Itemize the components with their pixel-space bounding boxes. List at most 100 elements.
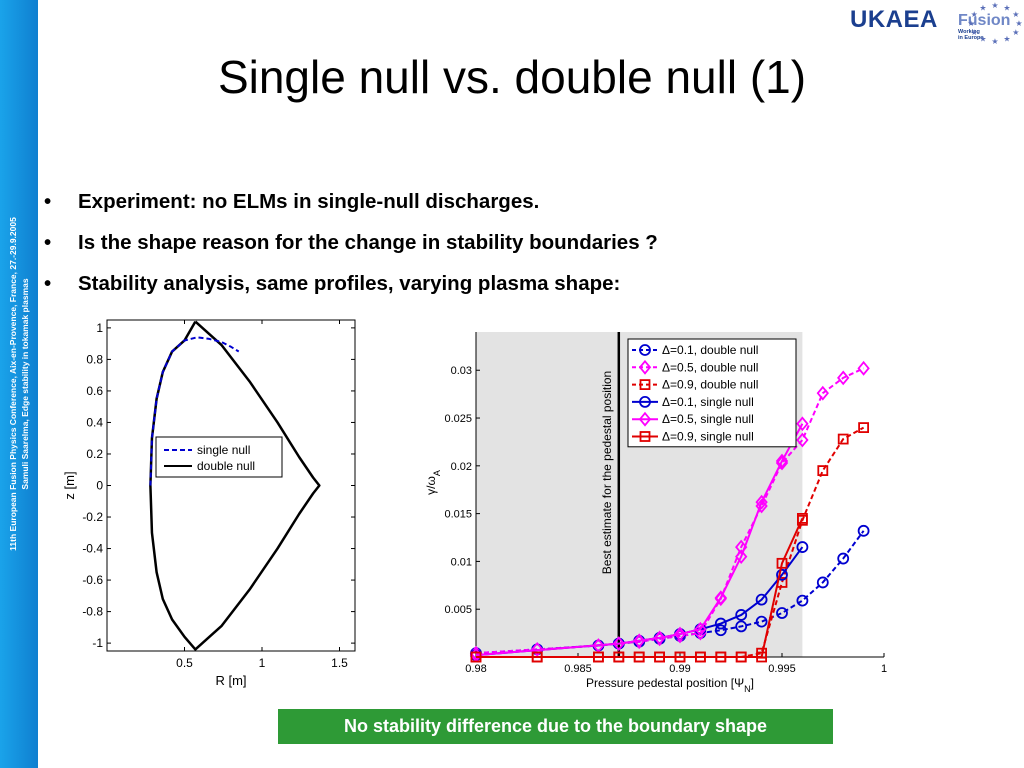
data-point — [673, 628, 687, 644]
logo-sub2: in Europe — [958, 35, 984, 41]
data-point — [755, 498, 768, 514]
data-point — [858, 422, 869, 433]
data-point — [470, 647, 482, 660]
y-tick-label: 0.015 — [444, 509, 472, 521]
data-point — [796, 416, 809, 432]
y-tick-label: 0.8 — [86, 352, 103, 366]
x-axis-label: R [m] — [215, 673, 246, 688]
data-point — [653, 630, 666, 646]
logo-star: ★ — [1003, 35, 1010, 44]
data-point — [755, 615, 768, 628]
data-point — [714, 590, 727, 606]
ukaea-logo: UKAEA Fusion Working in Europe ★ ★ ★ ★ ★ ★ ★ ★ ★… — [846, 1, 1024, 46]
data-point — [735, 620, 748, 633]
x-tick-label: 1 — [881, 663, 887, 675]
series-line — [475, 367, 865, 655]
y-tick-label: 0.025 — [444, 413, 472, 425]
slide-title: Single null vs. double null (1) — [217, 51, 807, 103]
data-point — [470, 651, 482, 663]
data-point — [613, 651, 625, 663]
y-tick-label: 0.03 — [451, 365, 472, 377]
data-point — [775, 453, 789, 469]
data-point — [796, 594, 809, 607]
data-point — [694, 625, 707, 641]
logo-star: ★ — [1012, 28, 1019, 37]
logo-star: ★ — [1012, 10, 1019, 19]
author-line: Samuli Saarelma, Edge stability in tokam… — [20, 278, 30, 490]
y-tick-label: -0.4 — [82, 542, 103, 556]
legend-label: Δ=0.1, single null — [662, 395, 754, 409]
data-point — [633, 635, 646, 648]
data-point — [755, 494, 768, 510]
data-point — [797, 514, 808, 526]
conference-line: 11th European Fusion Physics Conference,… — [8, 217, 18, 551]
data-point — [714, 617, 727, 630]
data-point — [612, 636, 625, 652]
x-axis-label-tail: ] — [751, 676, 754, 690]
legend-marker — [639, 395, 651, 408]
data-point — [592, 638, 605, 653]
series--0.9-single-null — [470, 512, 808, 663]
bullet-item: • Experiment: no ELMs in single-null disc… — [44, 186, 658, 227]
data-point — [695, 651, 706, 663]
x-tick-label: 0.985 — [564, 663, 592, 675]
data-point — [612, 636, 625, 652]
x-tick-label: 1.5 — [331, 656, 348, 670]
x-tick-label: 0.99 — [669, 663, 690, 675]
data-point — [653, 632, 666, 645]
logo-star: ★ — [1015, 19, 1022, 28]
legend-marker — [638, 359, 652, 375]
data-point — [817, 465, 829, 477]
logo-name: UKAEA — [850, 6, 938, 33]
data-point — [653, 631, 666, 644]
data-point — [837, 433, 849, 445]
bullet-dot: • — [44, 190, 52, 213]
series-line — [476, 517, 804, 658]
y-tick-label: 0.2 — [86, 447, 103, 461]
logo-subtitle: Working in Europe — [958, 29, 983, 41]
legend-label: Δ=0.1, double null — [662, 343, 758, 357]
series--0.5-single-null — [469, 416, 809, 663]
legend-marker — [639, 431, 651, 442]
series-line — [476, 426, 865, 658]
data-point — [633, 651, 645, 663]
data-point — [674, 651, 686, 663]
data-point — [470, 651, 482, 663]
data-point — [796, 432, 809, 448]
data-point — [470, 649, 482, 661]
logo-star: ★ — [971, 10, 978, 19]
series-line — [475, 546, 804, 657]
shape-plot-frame — [106, 319, 356, 652]
bullet-dot: • — [44, 231, 52, 254]
x-axis-label: Pressure pedestal position [ΨN] — [586, 676, 754, 694]
legend-label: Δ=0.5, double null — [662, 360, 758, 374]
bullet-text: Is the shape reason for the change in st… — [78, 231, 658, 254]
y-tick-label: -0.8 — [82, 605, 103, 619]
series-line-double-null — [149, 320, 321, 651]
logo-star: ★ — [991, 1, 998, 10]
conference-caption: 11th European Fusion Physics Conference,… — [7, 217, 31, 551]
pedestal-annotation: Best estimate for the pedestal position — [600, 371, 614, 574]
series--0.5-double-null — [469, 360, 870, 661]
data-point — [756, 647, 767, 659]
y-tick-label: 0.02 — [451, 461, 472, 473]
data-point — [633, 634, 646, 647]
bullet-text: Experiment: no ELMs in single-null disch… — [78, 190, 540, 213]
data-point — [633, 633, 646, 649]
logo-star: ★ — [971, 28, 978, 37]
y-axis-label: γ/ωA — [424, 470, 442, 495]
y-tick-label: -0.2 — [82, 510, 103, 524]
y-axis-label: z [m] — [62, 471, 77, 499]
series-line-single-null — [149, 336, 240, 486]
data-point — [612, 637, 625, 650]
y-tick-label: 0.6 — [86, 384, 103, 398]
data-point — [735, 549, 748, 565]
shape-legend-box — [155, 436, 283, 478]
data-point — [857, 360, 870, 376]
data-point — [837, 370, 850, 386]
data-point — [715, 651, 727, 663]
data-point — [653, 631, 666, 647]
x-tick-label: 1 — [259, 656, 266, 670]
